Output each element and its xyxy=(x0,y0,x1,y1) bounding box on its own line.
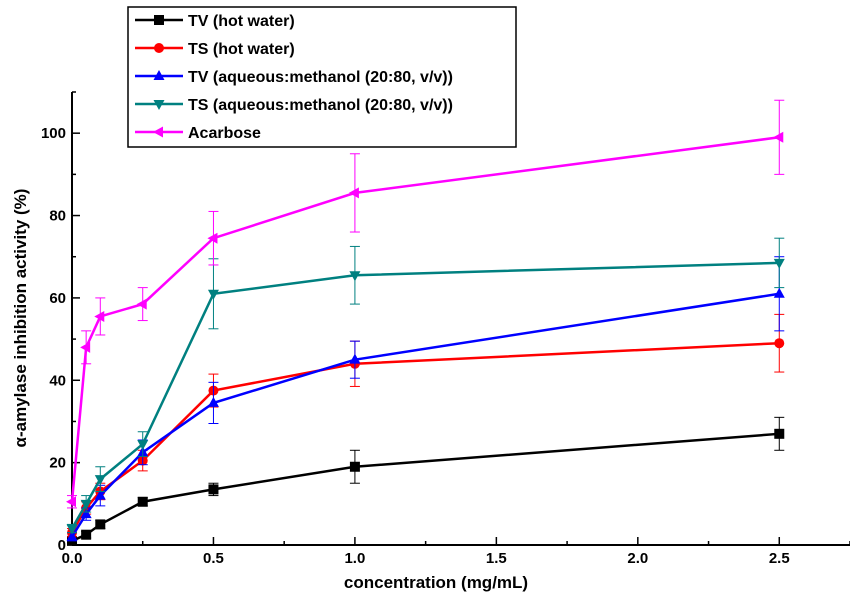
data-point xyxy=(137,496,148,507)
x-tick-label: 2.0 xyxy=(627,550,648,567)
x-tick-label: 2.5 xyxy=(769,550,790,567)
legend-box xyxy=(127,6,517,148)
y-tick-label: 0 xyxy=(58,537,66,554)
y-tick-label: 40 xyxy=(49,372,66,389)
legend-item-ts-aqueous-methanol-20-80-v-v: TS (aqueous:methanol (20:80, v/v)) xyxy=(135,97,453,114)
data-point xyxy=(66,524,78,535)
legend-label: TS (aqueous:methanol (20:80, v/v)) xyxy=(188,97,453,114)
series-line xyxy=(70,136,780,502)
data-point xyxy=(207,289,219,300)
legend-marker xyxy=(153,70,165,80)
data-point xyxy=(208,484,219,495)
data-point xyxy=(80,508,92,519)
data-point xyxy=(349,353,361,364)
legend-item-ts-hot-water: TS (hot water) xyxy=(135,41,295,58)
data-point xyxy=(773,131,784,143)
y-tick-label: 80 xyxy=(49,208,66,225)
legend-label: TS (hot water) xyxy=(188,41,295,58)
legend-label: Acarbose xyxy=(188,125,261,142)
data-point xyxy=(349,461,360,472)
data-point xyxy=(207,396,219,407)
series-line xyxy=(71,432,780,543)
series-tv-aqueous-methanol-20-80-v-v xyxy=(66,256,785,542)
data-point xyxy=(66,530,78,541)
series-line xyxy=(70,261,780,530)
axes: 0 20 40 60 80 100 0.0 0.5 1.0 1.5 2.0 2.5 xyxy=(41,91,850,567)
data-point xyxy=(81,529,92,540)
legend-item-acarbose: Acarbose xyxy=(135,125,261,142)
legend-item-tv-hot-water: TV (hot water) xyxy=(135,13,295,30)
legend-marker xyxy=(154,15,164,25)
data-point xyxy=(207,232,218,244)
data-point xyxy=(94,310,105,322)
series-plot xyxy=(66,99,785,546)
series-ts-aqueous-methanol-20-80-v-v xyxy=(66,237,785,535)
y-axis-title: α-amylase inhibition activity (%) xyxy=(11,189,30,448)
data-point xyxy=(94,475,106,486)
data-point xyxy=(136,298,147,310)
y-tick-label: 60 xyxy=(49,290,66,307)
data-point xyxy=(95,519,106,530)
data-point xyxy=(774,428,785,439)
data-point xyxy=(80,341,91,353)
data-point xyxy=(94,489,106,500)
data-point xyxy=(137,440,149,451)
x-axis-title: concentration (mg/mL) xyxy=(344,573,528,592)
data-point xyxy=(80,499,92,510)
legend-marker xyxy=(153,126,163,138)
legend-item-tv-aqueous-methanol-20-80-v-v: TV (aqueous:methanol (20:80, v/v)) xyxy=(135,69,453,86)
data-point xyxy=(773,258,785,269)
legend-label: TV (hot water) xyxy=(188,13,295,30)
legend: TV (hot water) TS (hot water) TV (aqueous:… xyxy=(127,6,517,148)
x-tick-label: 1.0 xyxy=(344,550,365,567)
legend-marker xyxy=(154,43,164,53)
x-tick-label: 0.0 xyxy=(62,550,83,567)
data-point xyxy=(773,287,785,298)
y-tick-label: 20 xyxy=(49,455,66,472)
legend-marker xyxy=(153,100,165,110)
data-point xyxy=(349,271,361,282)
data-point xyxy=(774,338,785,349)
y-tick-label: 100 xyxy=(41,125,66,142)
legend-label: TV (aqueous:methanol (20:80, v/v)) xyxy=(188,69,453,86)
series-acarbose xyxy=(66,99,785,509)
data-point xyxy=(348,187,359,199)
series-tv-hot-water xyxy=(67,416,785,546)
x-tick-label: 0.5 xyxy=(203,550,224,567)
x-tick-label: 1.5 xyxy=(486,550,507,567)
series-line xyxy=(70,292,780,538)
data-point xyxy=(66,496,76,508)
